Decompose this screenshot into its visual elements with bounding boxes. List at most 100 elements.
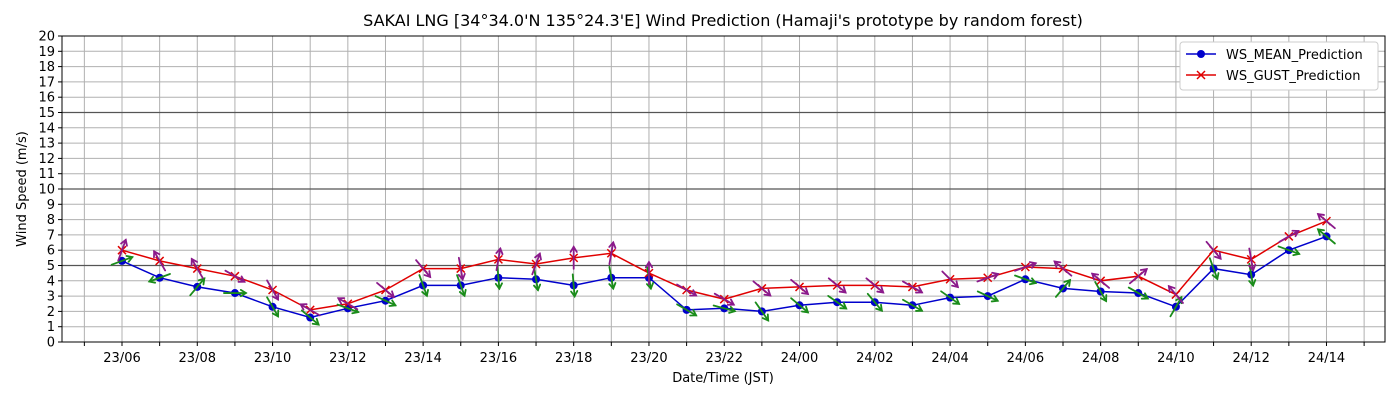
mean-wind-arrow: [902, 298, 924, 312]
gust-wind-arrow-shaft: [117, 238, 127, 262]
mean-wind-arrow-head: [801, 305, 810, 314]
gust-wind-arrow-head: [457, 272, 466, 282]
y-tick-label: 16: [38, 91, 55, 106]
gust-wind-arrow: [457, 256, 466, 282]
mean-wind-arrow-shaft: [976, 290, 999, 302]
gust-wind-arrow-head: [726, 298, 736, 306]
gust-wind-arrow-head: [1167, 284, 1176, 293]
gust-wind-arrow: [1090, 272, 1110, 289]
gust-wind-arrow-shaft: [1014, 262, 1037, 272]
mean-wind-arrow-head: [1028, 277, 1038, 286]
gust-wind-arrow-head: [1090, 272, 1100, 281]
gust-wind-arrow-shaft: [1053, 260, 1073, 277]
legend-gust-label: WS_GUST_Prediction: [1226, 69, 1360, 84]
mean-wind-arrow-shaft: [827, 295, 848, 310]
mean-wind-arrow-shaft: [374, 295, 397, 307]
gust-wind-arrow-shaft: [457, 256, 464, 281]
gust-wind-arrow-shaft: [495, 247, 502, 272]
gust-wind-arrow-shaft: [1167, 285, 1184, 304]
mean-wind-arrow: [1094, 281, 1108, 303]
mean-wind-arrow: [1277, 245, 1301, 257]
gust-wind-arrow-shaft: [752, 280, 772, 297]
gust-wind-arrow-shaft: [337, 297, 359, 311]
gust-wind-arrow-head: [689, 289, 698, 297]
gust-wind-arrow-shaft: [153, 250, 167, 272]
mean-wind-arrow-head: [915, 304, 924, 312]
mean-wind-arrow-shaft: [1169, 296, 1183, 318]
y-tick-label: 12: [38, 152, 55, 167]
mean-wind-arrow-shaft: [110, 256, 134, 266]
gust-wind-arrow-head: [1214, 251, 1222, 260]
gust-wind-arrow-head: [991, 271, 1000, 280]
gust-wind-arrow-shaft: [299, 303, 321, 317]
mean-wind-arrow: [790, 297, 810, 314]
gust-wind-arrow-head: [534, 252, 542, 261]
y-tick-label: 13: [38, 137, 55, 152]
x-tick-label: 23/20: [630, 351, 667, 366]
mean-wind-arrow-head: [570, 290, 579, 299]
mean-wind-arrow: [827, 295, 848, 310]
gust-wind-arrow: [827, 277, 847, 294]
mean-wind-arrow: [570, 273, 579, 299]
gust-wind-arrow: [531, 252, 542, 276]
gust-wind-arrow-head: [153, 249, 161, 259]
gust-wind-arrow: [190, 257, 204, 279]
gust-wind-arrow: [1014, 261, 1038, 272]
mean-wind-arrow-head: [1248, 279, 1257, 288]
mean-wind-arrow-head: [197, 277, 206, 286]
gust-wind-arrow-head: [763, 288, 772, 297]
mean-wind-arrow-head: [147, 275, 157, 284]
mean-wind-arrow: [494, 265, 503, 291]
gust-wind-arrow: [713, 292, 736, 306]
reference-lines: [62, 111, 1385, 267]
mean-wind-arrow-head: [645, 282, 654, 291]
x-tick-label: 23/14: [404, 351, 441, 366]
y-tick-label: 2: [47, 305, 55, 320]
gust-wind-arrow: [1316, 212, 1336, 230]
mean-wind-arrow: [110, 255, 134, 266]
mean-wind-arrow-head: [990, 294, 1000, 303]
y-tick-label: 11: [38, 167, 55, 182]
mean-wind-arrow: [1208, 257, 1220, 281]
gust-wind-arrow: [415, 259, 432, 279]
gust-wind-arrow-head: [190, 257, 198, 266]
gust-wind-arrow: [376, 282, 396, 299]
gust-wind-arrow-shaft: [790, 278, 809, 295]
mean-wind-arrow-shaft: [336, 303, 360, 314]
y-tick-label: 20: [38, 30, 55, 45]
y-tick-label: 6: [47, 244, 55, 259]
mean-wind-arrow-head: [533, 283, 542, 292]
mean-wind-arrow-head: [608, 282, 617, 291]
gust-wind-arrow-shaft: [266, 279, 279, 301]
mean-wind-arrow: [1127, 286, 1150, 300]
mean-wind-arrow-head: [1099, 294, 1108, 303]
x-tick-label: 24/14: [1308, 351, 1345, 366]
gust-wind-arrow-head: [237, 275, 246, 283]
mean-wind-arrow: [300, 309, 320, 326]
gust-wind-arrow: [976, 271, 1000, 283]
mean-wind-arrow-shaft: [866, 292, 883, 312]
mean-wind-arrow: [456, 274, 467, 298]
mean-wind-arrow-shaft: [266, 296, 279, 318]
x-tick-label: 23/18: [555, 351, 592, 366]
mean-wind-arrow: [676, 303, 698, 317]
gust-wind-arrow: [495, 246, 504, 272]
mean-wind-arrow-head: [388, 299, 398, 307]
gust-wind-arrow: [117, 238, 128, 262]
mean-wind-arrow: [866, 292, 883, 312]
mean-wind-arrow-shaft: [754, 301, 770, 322]
x-tick-label: 23/16: [480, 351, 517, 366]
mean-wind-arrow-shaft: [1094, 281, 1108, 302]
mean-wind-arrow: [940, 290, 961, 305]
gust-wind-arrow-shaft: [531, 252, 541, 276]
gust-wind-arrow-shaft: [1091, 272, 1110, 289]
gust-wind-arrow-shaft: [1128, 268, 1148, 285]
x-tick-label: 24/06: [1007, 351, 1044, 366]
y-tick-label: 17: [38, 75, 55, 90]
mean-wind-arrow-head: [761, 313, 770, 322]
gust-wind-arrow: [153, 249, 167, 272]
mean-wind-arrow-shaft: [496, 265, 501, 290]
legend-box: [1179, 41, 1379, 91]
x-axis-ticks: 23/06 23/08 23/10 23/12 23/14 23/16 23/18 23/20…: [83, 342, 1365, 366]
gust-wind-arrow-head: [1139, 268, 1149, 276]
